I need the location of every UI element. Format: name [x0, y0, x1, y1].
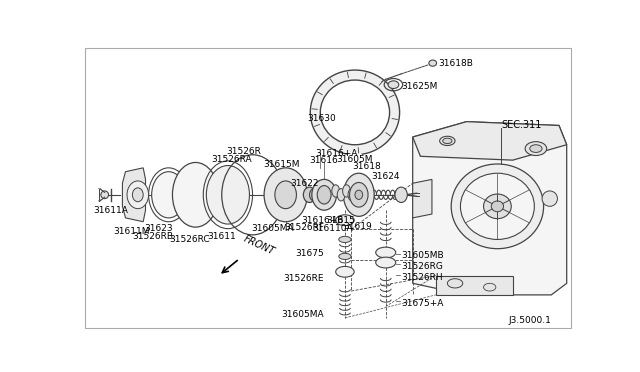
- Ellipse shape: [451, 164, 543, 249]
- Text: 31526RH: 31526RH: [401, 273, 443, 282]
- Text: 31526RC: 31526RC: [169, 235, 210, 244]
- Ellipse shape: [337, 189, 345, 201]
- Text: 31618B: 31618B: [438, 58, 473, 67]
- Ellipse shape: [525, 142, 547, 155]
- Ellipse shape: [172, 163, 219, 227]
- Ellipse shape: [312, 179, 337, 210]
- Ellipse shape: [339, 253, 351, 260]
- Ellipse shape: [310, 70, 399, 155]
- Text: 31625M: 31625M: [401, 81, 438, 91]
- Ellipse shape: [264, 168, 307, 222]
- Text: 31619: 31619: [343, 222, 372, 231]
- Polygon shape: [436, 276, 513, 295]
- Text: 31526R: 31526R: [226, 147, 260, 156]
- Ellipse shape: [336, 266, 354, 277]
- Ellipse shape: [317, 186, 331, 204]
- Text: 31616+B: 31616+B: [301, 217, 344, 225]
- Text: J3.5000.1: J3.5000.1: [509, 316, 552, 325]
- Polygon shape: [413, 122, 566, 160]
- Ellipse shape: [206, 166, 250, 224]
- Ellipse shape: [440, 136, 455, 145]
- Ellipse shape: [447, 279, 463, 288]
- Ellipse shape: [376, 247, 396, 258]
- Text: 31605MA: 31605MA: [252, 224, 294, 233]
- Text: 31675: 31675: [296, 249, 324, 258]
- Text: 31618: 31618: [352, 163, 381, 171]
- Text: 31526RE: 31526RE: [284, 274, 324, 283]
- Ellipse shape: [152, 172, 186, 218]
- Text: 316110A: 316110A: [312, 224, 353, 233]
- Ellipse shape: [344, 173, 374, 217]
- Ellipse shape: [303, 187, 316, 202]
- Text: 31630: 31630: [307, 114, 336, 123]
- Text: 31622: 31622: [291, 179, 319, 188]
- Ellipse shape: [332, 185, 340, 197]
- Text: 31616: 31616: [310, 156, 339, 165]
- Text: 31526RF: 31526RF: [284, 223, 324, 232]
- Ellipse shape: [484, 194, 511, 219]
- Ellipse shape: [460, 173, 534, 240]
- Ellipse shape: [310, 189, 319, 201]
- Text: FRONT: FRONT: [242, 233, 276, 256]
- Ellipse shape: [320, 80, 390, 145]
- Ellipse shape: [339, 236, 351, 243]
- Ellipse shape: [336, 215, 354, 225]
- Ellipse shape: [275, 181, 296, 209]
- Text: 31605MA: 31605MA: [282, 310, 324, 319]
- Ellipse shape: [101, 191, 109, 199]
- Text: 31605MB: 31605MB: [401, 251, 444, 260]
- Polygon shape: [413, 122, 566, 295]
- Text: SEC.311: SEC.311: [501, 120, 541, 130]
- Ellipse shape: [429, 60, 436, 66]
- Ellipse shape: [388, 81, 399, 89]
- Polygon shape: [122, 168, 145, 222]
- Text: 31526RA: 31526RA: [211, 155, 252, 164]
- Ellipse shape: [348, 189, 356, 201]
- Text: 31616+A: 31616+A: [315, 148, 357, 158]
- Ellipse shape: [530, 145, 542, 153]
- Polygon shape: [413, 179, 432, 218]
- Text: 31605M: 31605M: [337, 155, 373, 164]
- Text: 31526RB: 31526RB: [132, 232, 173, 241]
- Text: 31623: 31623: [144, 224, 173, 233]
- Ellipse shape: [484, 283, 496, 291]
- Ellipse shape: [443, 138, 452, 144]
- Ellipse shape: [395, 187, 407, 202]
- Ellipse shape: [355, 190, 363, 199]
- Ellipse shape: [492, 201, 504, 212]
- Text: 31615M: 31615M: [264, 160, 300, 169]
- Text: 31624: 31624: [371, 172, 400, 181]
- Text: 31611M: 31611M: [113, 227, 150, 236]
- Ellipse shape: [127, 181, 148, 209]
- Ellipse shape: [342, 185, 350, 197]
- Ellipse shape: [542, 191, 557, 206]
- Text: 31611: 31611: [207, 232, 236, 241]
- Text: 31611A: 31611A: [93, 206, 128, 215]
- Text: 31675+A: 31675+A: [401, 299, 444, 308]
- Ellipse shape: [349, 153, 361, 157]
- Ellipse shape: [376, 257, 396, 268]
- Ellipse shape: [132, 188, 143, 202]
- Text: 31615: 31615: [326, 217, 355, 225]
- Text: 31526RG: 31526RG: [401, 262, 443, 271]
- Ellipse shape: [349, 183, 368, 207]
